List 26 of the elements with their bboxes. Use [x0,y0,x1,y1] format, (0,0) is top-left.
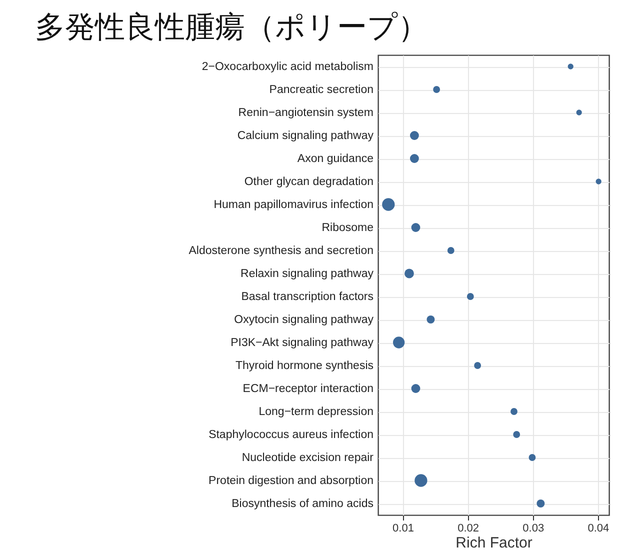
chart-title: 多発性良性腫瘍（ポリープ） [35,11,428,44]
y-tick-label: Nucleotide excision repair [242,452,374,464]
y-tick-label: Thyroid hormone synthesis [235,360,374,372]
y-tick-label: Ribosome [322,222,374,234]
y-tick-label: Pancreatic secretion [269,84,374,96]
y-tick-label: PI3K−Akt signaling pathway [230,337,374,349]
y-tick-label: Other glycan degradation [244,176,374,188]
x-tick-label: 0.04 [588,522,610,534]
y-tick-label: Calcium signaling pathway [237,130,374,142]
y-tick-label: ECM−receptor interaction [242,383,374,395]
y-tick-label: Aldosterone synthesis and secretion [188,245,374,257]
y-tick-label: Long−term depression [258,406,374,418]
y-tick-label: Protein digestion and absorption [208,475,374,487]
y-tick-label: Renin−angiotensin system [238,107,374,119]
y-tick-label: Oxytocin signaling pathway [234,314,374,326]
y-tick-label: Staphylococcus aureus infection [208,429,374,441]
y-tick-label: Biosynthesis of amino acids [232,498,374,510]
y-tick-label: Human papillomavirus infection [214,199,374,211]
x-axis-title: Rich Factor [456,534,532,552]
y-tick-label: Relaxin signaling pathway [240,268,374,280]
y-tick-label: 2−Oxocarboxylic acid metabolism [202,61,374,73]
x-tick-label: 0.01 [392,522,414,534]
x-tick-label: 0.02 [458,522,480,534]
y-tick-label: Basal transcription factors [241,291,374,303]
y-tick-label: Axon guidance [297,153,374,165]
x-tick-label: 0.03 [522,522,544,534]
